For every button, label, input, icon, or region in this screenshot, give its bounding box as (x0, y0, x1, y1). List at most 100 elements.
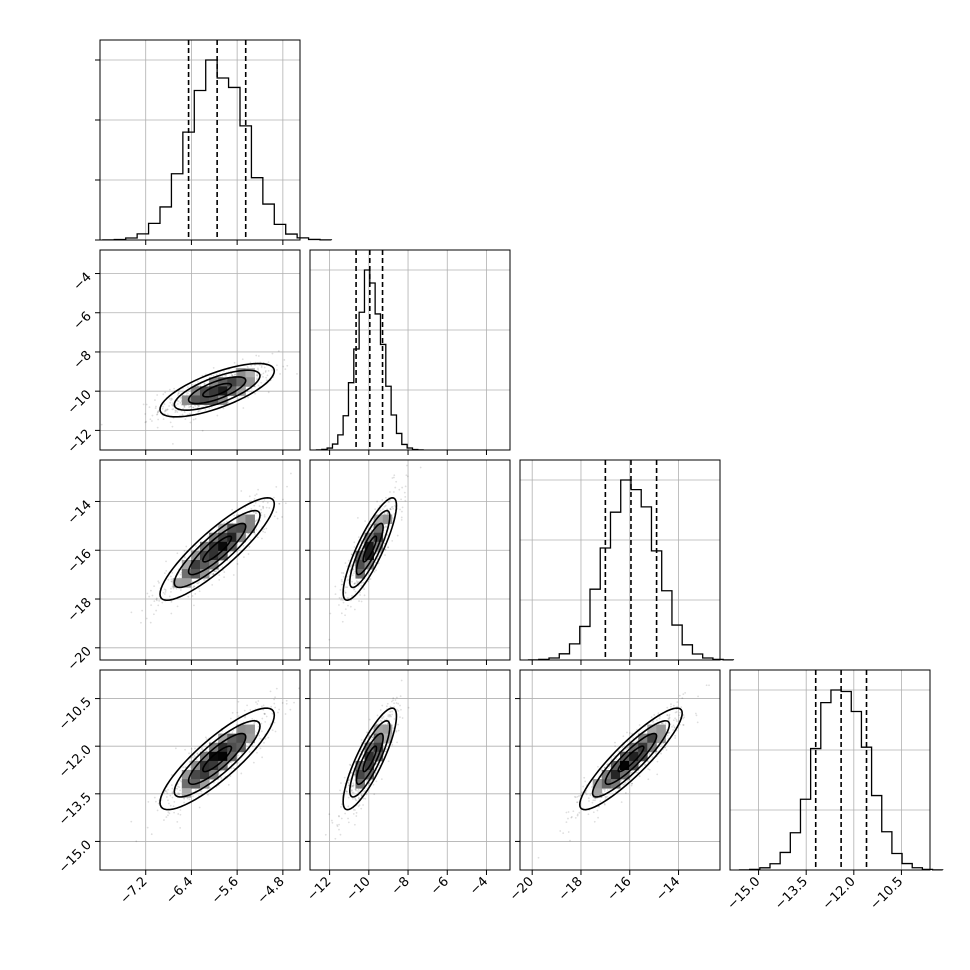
sample-point (182, 407, 184, 410)
sample-point (256, 377, 258, 380)
sample-point (399, 716, 401, 718)
sample-point (384, 548, 387, 551)
sample-point (192, 418, 195, 421)
sample-point (183, 404, 186, 407)
sample-point (256, 536, 259, 539)
sample-point (537, 856, 540, 859)
sample-point (394, 504, 397, 507)
sample-point (676, 701, 679, 704)
sample-point (150, 604, 153, 607)
sample-point (178, 792, 181, 795)
density-cell (209, 560, 219, 570)
panel-frame (99, 669, 301, 871)
sample-point (148, 595, 151, 598)
sample-point (187, 392, 189, 395)
sample-point (170, 580, 173, 583)
sample-point (352, 568, 355, 570)
sample-point (274, 706, 277, 709)
sample-point (189, 405, 192, 408)
sample-point (156, 413, 158, 416)
sample-point (170, 580, 173, 583)
sample-point (263, 514, 266, 516)
sample-point (391, 517, 394, 519)
sample-point (562, 832, 565, 834)
density-cell (181, 395, 192, 405)
panel-frame (729, 669, 931, 871)
sample-point (353, 588, 355, 591)
sample-point (389, 507, 392, 510)
sample-point (682, 717, 685, 720)
density-cell (373, 742, 384, 753)
sample-point (154, 399, 156, 401)
sample-point (334, 593, 337, 595)
sample-point (153, 585, 156, 588)
sample-point (673, 726, 676, 729)
density-cell (647, 724, 657, 735)
sample-point (353, 773, 356, 776)
sample-point (362, 535, 365, 538)
sample-point (395, 696, 398, 699)
sample-point (150, 589, 152, 592)
y-tick-label: −12.0 (56, 742, 95, 781)
contour-1 (187, 376, 247, 405)
sample-point (381, 704, 384, 707)
sample-point (261, 756, 264, 759)
sample-point (192, 795, 194, 798)
sample-point (567, 817, 569, 820)
sample-point (173, 387, 175, 390)
sample-point (179, 589, 182, 591)
sample-point (340, 782, 342, 784)
sample-point (169, 401, 172, 404)
density-cell (200, 779, 210, 789)
sample-point (371, 736, 374, 739)
sample-point (384, 750, 387, 753)
sample-point (302, 348, 304, 350)
x-tick-label: −7.2 (118, 874, 151, 907)
sample-point (393, 474, 396, 477)
histogram-panel-0 (95, 39, 333, 241)
sample-point (584, 780, 587, 783)
sample-point (284, 713, 287, 715)
sample-point (198, 806, 201, 809)
contour-2 (348, 719, 391, 798)
sample-point (169, 804, 172, 807)
sample-point (253, 511, 255, 514)
density-cell (656, 724, 666, 735)
sample-point (362, 542, 365, 544)
sample-point (353, 823, 356, 826)
sample-point (660, 722, 663, 725)
sample-point (352, 568, 355, 571)
sample-point (271, 729, 274, 732)
sample-point (559, 830, 562, 832)
sample-point (401, 506, 404, 509)
sample-point (247, 396, 249, 399)
density-cell (218, 742, 228, 753)
sample-point (227, 763, 230, 765)
sample-point (353, 555, 356, 557)
sample-point (257, 725, 260, 728)
sample-point (670, 703, 672, 706)
sample-point (579, 794, 582, 797)
sample-point (338, 823, 340, 826)
sample-point (176, 820, 179, 823)
sample-point (154, 800, 157, 803)
sample-point (606, 795, 609, 798)
y-tick-label: −12 (65, 427, 95, 457)
sample-point (340, 572, 343, 574)
sample-point (340, 597, 343, 600)
sample-point (401, 717, 404, 719)
sample-point (176, 552, 179, 555)
sample-point (620, 779, 622, 782)
sample-point (230, 767, 233, 770)
sample-point (394, 486, 397, 489)
sample-point (366, 731, 368, 734)
sample-point (349, 564, 352, 567)
sample-point (251, 745, 254, 748)
density-cell (629, 751, 639, 762)
sample-point (592, 799, 595, 802)
sample-point (388, 714, 391, 716)
sample-point (275, 485, 278, 488)
density-cell (245, 377, 255, 387)
sample-point (604, 788, 606, 791)
sample-point (576, 801, 579, 804)
